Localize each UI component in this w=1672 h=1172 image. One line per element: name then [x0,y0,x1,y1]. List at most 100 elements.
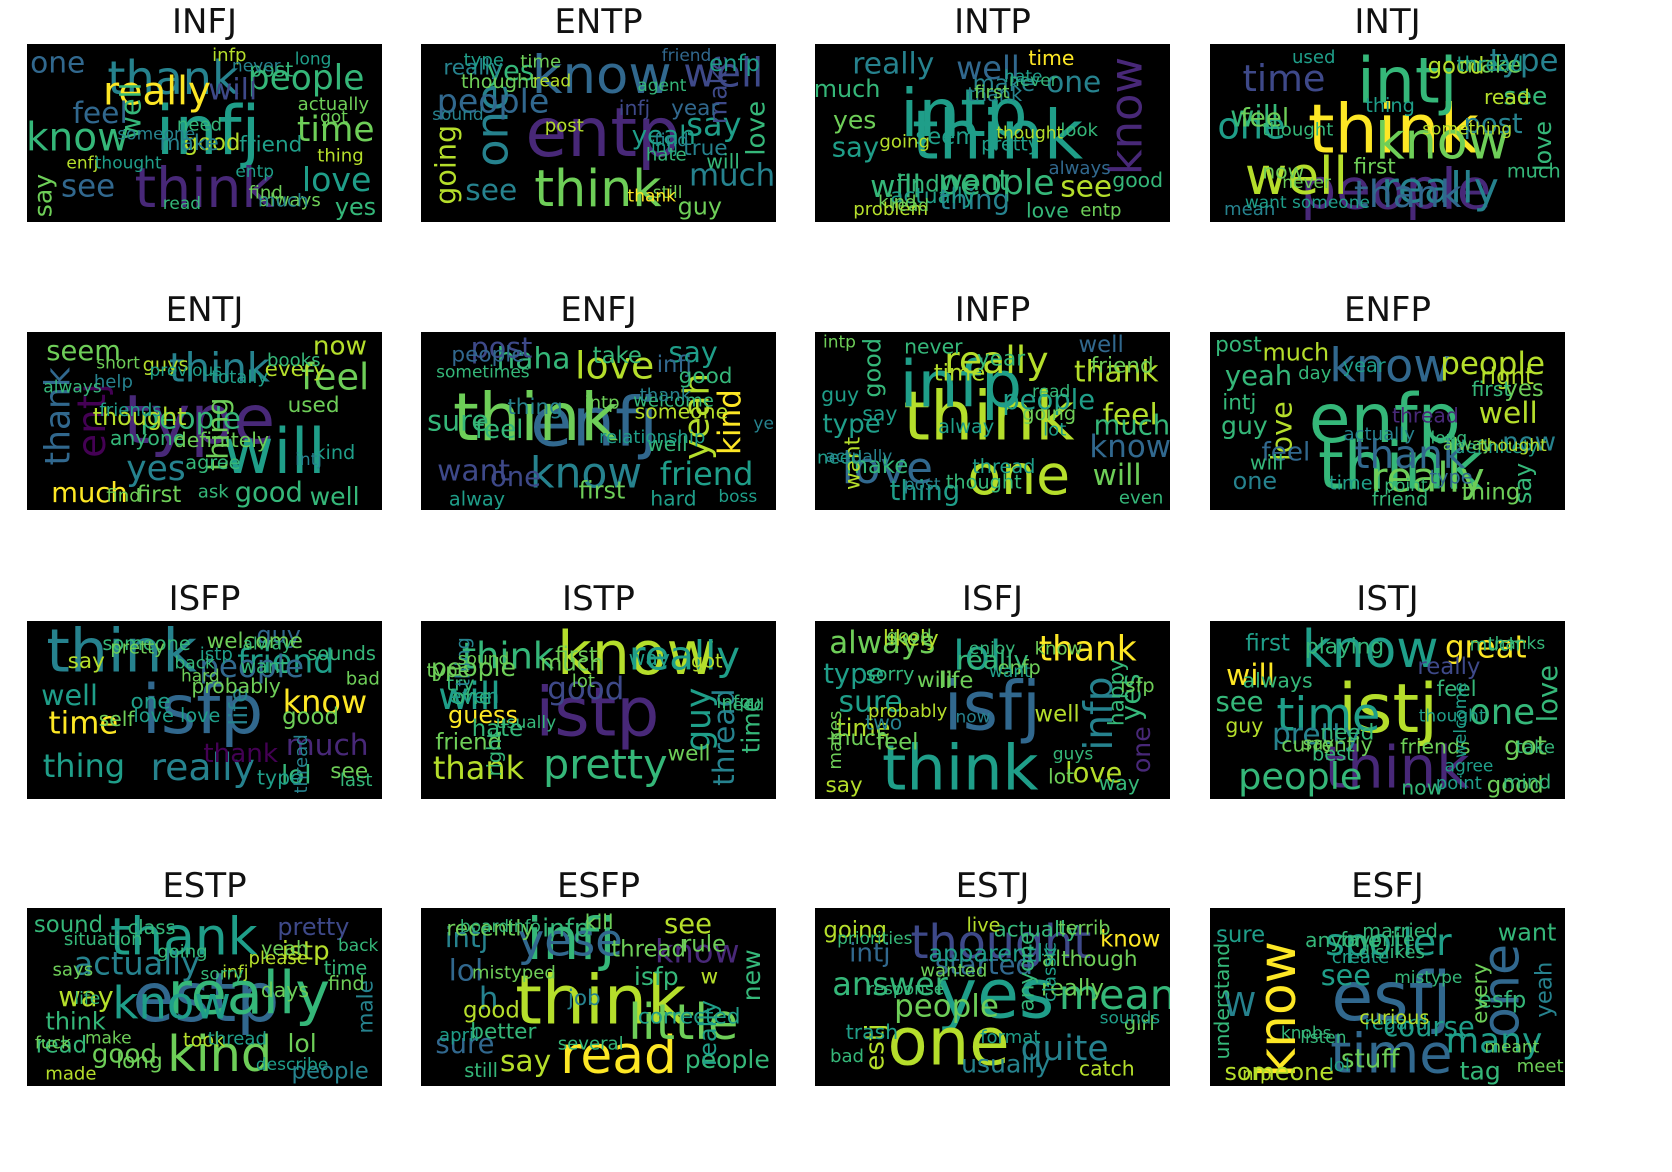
cloud-word: guy [821,383,859,407]
cloud-word: thing [939,185,1009,216]
panel-title: ESTP [162,866,247,906]
cloud-word: really [1371,454,1485,502]
panel-title: ENFJ [560,290,637,330]
cloud-word: sounds [1100,1008,1161,1028]
cloud-word: feel [475,415,524,445]
cloud-word: yeah [632,121,696,151]
cloud-word: enfj [66,154,98,174]
cloud-word: people [1238,755,1362,798]
cloud-word: intj [1222,390,1256,415]
cloud-word: enjoy [969,639,1015,659]
cloud-word: good [92,1040,157,1070]
cloud-word: guy [256,621,300,649]
cloud-word: going [429,125,463,205]
cloud-word: find [106,485,140,506]
cloud-word: feel [1437,677,1477,702]
cloud-word: male [354,980,379,1034]
cloud-word: thought [461,70,537,93]
cloud-word: first [137,482,182,508]
cloud-word: thought [1262,120,1333,141]
cloud-word: pretty [277,913,349,941]
cloud-word: spoiler [1325,920,1452,964]
cloud-word: yes [126,449,185,489]
cloud-word: anyone [110,426,185,450]
cloud-word: even [1119,488,1163,509]
cloud-word: one [1471,944,1530,1038]
cloud-word: best [1312,743,1354,766]
cloud-word: post [1464,109,1523,140]
cloud-word: alway [938,415,994,438]
cloud-word: see [1321,958,1371,992]
cloud-word: thank [38,367,78,465]
cloud-word: intj [295,450,322,470]
panel-title: INFJ [171,2,238,42]
cloud-word: think [46,621,197,687]
cloud-word: think [534,159,662,218]
cloud-word: never [232,57,281,77]
cloud-word: stuff [1341,1045,1401,1075]
cloud-word: say [68,649,105,674]
cloud-word: say [29,174,58,217]
cloud-word: good [679,364,733,389]
cloud-word: say [832,132,879,163]
cloud-word: will [208,72,257,107]
cloud-word: great [1445,629,1527,665]
cloud-word: even [449,684,499,708]
cloud-word: thank [628,186,677,206]
cloud-word: find [654,130,688,151]
cloud-word: favorite [1340,928,1415,951]
cloud-word: say [686,105,741,143]
cloud-word: lot [572,671,595,692]
cloud-word: love love [133,704,220,727]
cloud-word: create [1332,947,1389,968]
cloud-word: course [1383,1012,1475,1043]
wordcloud-panel-esfp: ESFP think infj read little yese know h say lol su… [421,866,776,1086]
cloud-word: esfp [1478,987,1526,1013]
cloud-word: agree [1445,756,1494,776]
cloud-word: used [1292,47,1336,68]
cloud-word: first [1471,377,1511,401]
cloud-word: thread [972,455,1035,478]
cloud-word: mistyped [472,962,556,983]
cloud-word: infj [222,962,248,982]
cloud-word: time [297,110,375,150]
cloud-word: really [150,745,255,789]
cloud-word: please [249,948,308,969]
cloud-word: love [842,444,933,494]
cloud-word: time [1329,472,1373,495]
cloud-word: alway [1443,435,1493,455]
cloud-word: know [1099,57,1152,175]
cloud-word: friend [660,455,754,493]
wordcloud-panel-infp: INFP think infp one love really know thank will f… [815,290,1170,510]
cloud-word: really [168,960,330,1028]
cloud-word: hate [1004,67,1042,87]
cloud-word: better [470,1019,536,1044]
cloud-word: yes [937,956,1055,1035]
cloud-word: type [464,50,504,71]
cloud-word: intj [445,923,488,954]
cloud-word: thank [1074,355,1159,390]
cloud-word: feel [1262,437,1311,467]
cloud-word: much [540,650,604,676]
cloud-word: tag [1460,1056,1501,1085]
cloud-word: thing [452,637,475,687]
cloud-word: say [1509,463,1537,504]
cloud-word: will [1250,451,1284,475]
cloud-word: infj [527,908,616,973]
cloud-word: want [989,662,1031,682]
cloud-word: intj [1357,44,1457,118]
cloud-word: self [99,707,136,731]
panel-title: ISTP [562,579,635,619]
cloud-word: one [452,685,492,710]
cloud-word: w [700,965,718,990]
cloud-word: feel [72,96,127,131]
cloud-word: type [426,659,469,682]
cloud-word: last [340,770,373,791]
cloud-word: thank [1039,630,1137,670]
cloud-word: thread [208,1029,267,1050]
cloud-word: intp [585,393,620,414]
cloud-word: need [1320,720,1374,745]
